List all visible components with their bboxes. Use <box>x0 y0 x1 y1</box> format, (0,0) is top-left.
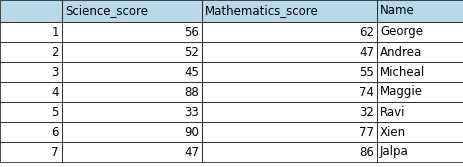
Text: 5: 5 <box>52 106 59 119</box>
Bar <box>377 0 463 22</box>
Text: 33: 33 <box>184 106 199 119</box>
Text: Andrea: Andrea <box>380 45 422 58</box>
Bar <box>202 62 377 82</box>
Text: 62: 62 <box>359 26 374 39</box>
Bar <box>0 102 62 122</box>
Text: 86: 86 <box>359 145 374 158</box>
Bar <box>202 82 377 102</box>
Bar <box>62 62 202 82</box>
Text: Name: Name <box>380 5 415 18</box>
Text: 6: 6 <box>51 125 59 138</box>
Bar <box>202 42 377 62</box>
Text: 32: 32 <box>359 106 374 119</box>
Text: 55: 55 <box>359 65 374 78</box>
Bar <box>202 102 377 122</box>
Bar <box>377 42 463 62</box>
Text: 45: 45 <box>184 65 199 78</box>
Bar <box>62 42 202 62</box>
Bar <box>377 142 463 162</box>
Bar <box>62 0 202 22</box>
Bar <box>0 142 62 162</box>
Bar <box>377 82 463 102</box>
Text: 47: 47 <box>359 45 374 58</box>
Text: 74: 74 <box>359 86 374 99</box>
Text: George: George <box>380 26 423 39</box>
Bar <box>0 42 62 62</box>
Text: 4: 4 <box>51 86 59 99</box>
Text: 7: 7 <box>51 145 59 158</box>
Text: Micheal: Micheal <box>380 65 425 78</box>
Text: 1: 1 <box>51 26 59 39</box>
Text: Jalpa: Jalpa <box>380 145 409 158</box>
Bar <box>377 22 463 42</box>
Bar <box>62 122 202 142</box>
Text: 52: 52 <box>184 45 199 58</box>
Text: 90: 90 <box>184 125 199 138</box>
Bar <box>377 102 463 122</box>
Text: 47: 47 <box>184 145 199 158</box>
Text: Maggie: Maggie <box>380 86 423 99</box>
Bar <box>0 122 62 142</box>
Bar <box>62 82 202 102</box>
Bar <box>202 22 377 42</box>
Bar <box>0 62 62 82</box>
Text: 2: 2 <box>51 45 59 58</box>
Bar <box>62 142 202 162</box>
Bar <box>377 122 463 142</box>
Bar <box>62 22 202 42</box>
Text: 56: 56 <box>184 26 199 39</box>
Text: 77: 77 <box>359 125 374 138</box>
Bar <box>377 62 463 82</box>
Text: 3: 3 <box>52 65 59 78</box>
Text: Mathematics_score: Mathematics_score <box>205 5 319 18</box>
Bar <box>0 0 62 22</box>
Text: Science_score: Science_score <box>65 5 148 18</box>
Bar <box>202 0 377 22</box>
Bar <box>0 82 62 102</box>
Text: Ravi: Ravi <box>380 106 406 119</box>
Bar <box>202 142 377 162</box>
Text: Xien: Xien <box>380 125 406 138</box>
Text: 88: 88 <box>184 86 199 99</box>
Bar <box>202 122 377 142</box>
Bar <box>0 22 62 42</box>
Bar <box>62 102 202 122</box>
